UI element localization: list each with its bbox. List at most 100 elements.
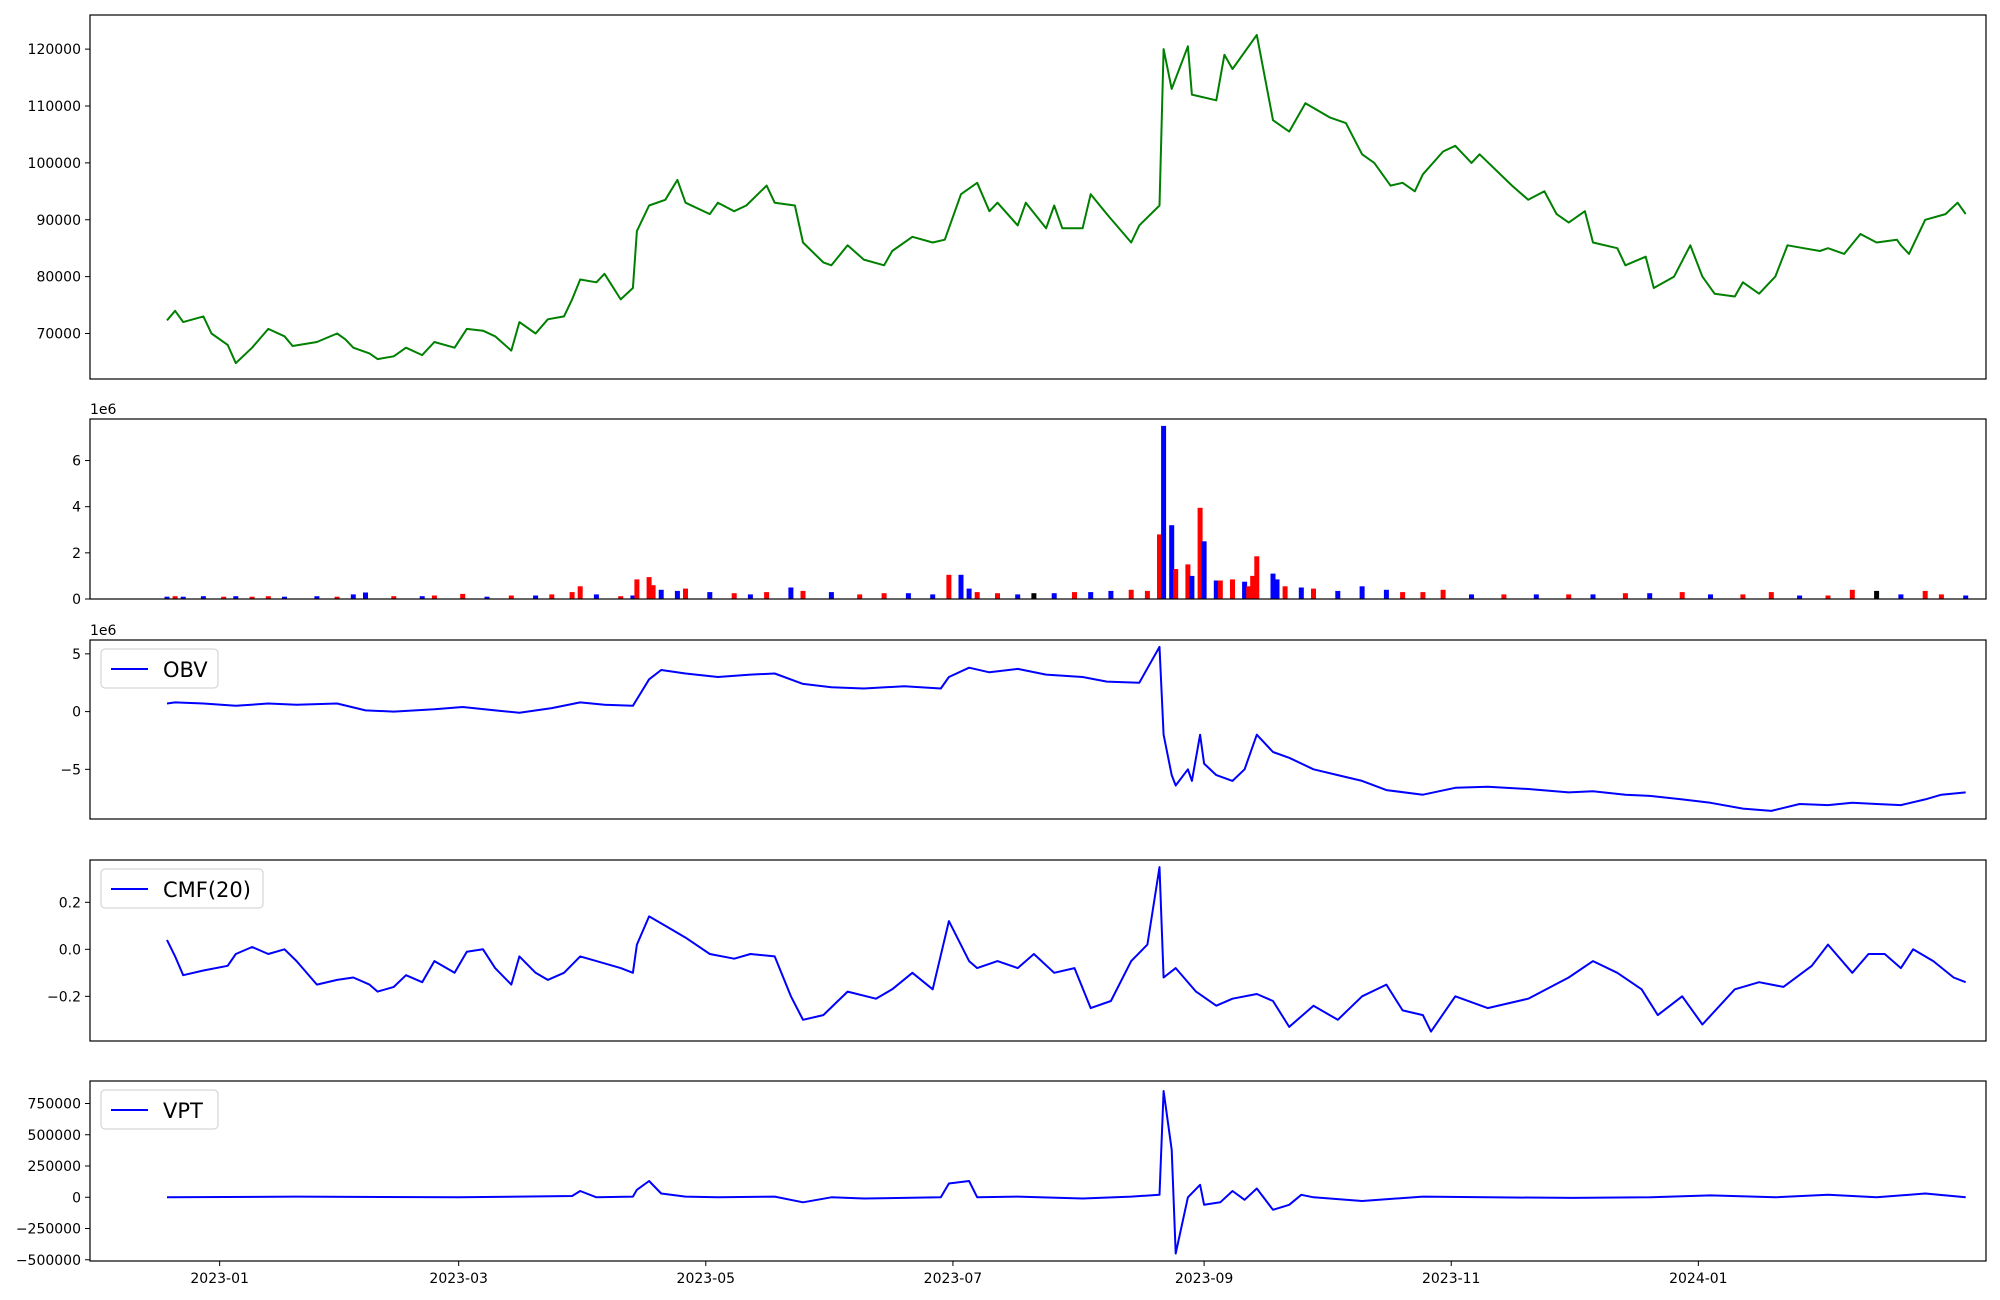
volume-bar [881,593,887,599]
volume-bar [1647,593,1653,599]
series-line-vpt [166,1090,1966,1255]
volume-bar [747,594,753,599]
panel-vpt: −500000 −250000 0 250000 500000 750000 VPT 2023… [16,1080,1987,1287]
volume-bar [800,590,806,599]
volume-bar [1898,594,1904,599]
x-tick-label: 2023-09 [1175,1271,1234,1287]
volume-bar [180,596,186,599]
volume-bar [930,594,936,599]
y-tick-label: 250000 [28,1159,81,1175]
volume-bar [1230,579,1235,599]
volume-bar [221,596,227,599]
volume-bar [764,592,770,599]
volume-bar [419,596,425,599]
volume-bar [1566,594,1572,599]
legend-box [100,868,264,909]
volume-bar [1874,590,1880,599]
volume-bar [1400,592,1406,599]
volume-bar [265,596,271,599]
volume-bar [460,593,466,599]
volume-bar [508,595,514,599]
y-tick-label: 6 [72,454,81,470]
volume-bar [788,587,794,599]
y-tick-label: 90000 [36,213,81,229]
volume-bar [646,577,652,599]
y-tick-label: 750000 [28,1097,81,1113]
volume-bar [249,596,255,599]
volume-bar [1679,592,1685,599]
volume-bar [1213,580,1219,599]
volume-bar [1501,594,1507,599]
volume-bar [958,574,964,599]
volume-bar [658,589,664,599]
volume-bar [1590,594,1596,599]
volume-bar [1128,589,1134,599]
axis-offset-label: 1e6 [90,402,117,418]
volume-bar [1622,593,1628,599]
volume-bar [1274,579,1280,599]
y-tick-label: −250000 [16,1222,81,1238]
volume-bar [549,594,555,599]
volume-bar [577,586,583,599]
volume-bar [593,594,599,599]
volume-bar [618,596,624,599]
volume-bar [1533,594,1539,599]
volume-bar [1254,556,1260,599]
volume-bar [650,585,656,599]
volume-bar [995,593,1000,599]
volume-bar [634,579,640,599]
volume-bar [1157,534,1162,599]
volume-bar [905,593,911,599]
volume-bar [683,588,688,599]
volume-bar [172,596,178,599]
volume-bar [1173,569,1179,599]
volume-bar [828,592,834,599]
panel-cmf: −0.2 0.0 0.2 CMF(20) [47,859,1987,1042]
volume-bar [966,588,972,599]
volume-bar [630,595,636,599]
volume-bar [1420,592,1426,599]
legend-label: OBV [163,658,208,682]
x-tick-label: 2023-03 [429,1271,488,1287]
panel-price: 70000 80000 90000 100000 110000 120000 [28,14,1987,380]
volume-bar [1250,575,1256,599]
series-line-price [166,33,1967,365]
y-tick-label: 0 [72,1190,81,1206]
panel-obv: −5 0 5 1e6 OBV [60,623,1987,820]
volume-bar [1708,594,1713,599]
y-tick-label: 4 [72,500,81,516]
y-tick-label: 80000 [36,270,81,286]
volume-bar [1922,590,1928,599]
volume-bar [1963,595,1969,599]
volume-bar [1335,590,1341,599]
axis-offset-label: 1e6 [90,623,117,639]
y-tick-label: 120000 [28,42,81,58]
legend-box [100,648,219,689]
series-line-cmf [166,866,1967,1033]
volume-bar [1161,425,1167,599]
volume-bar [233,596,239,599]
volume-bar [857,594,863,599]
volume-bar [334,596,340,599]
volume-bar [1051,593,1057,599]
volume-bar [1189,575,1195,599]
volume-bar [533,595,539,599]
volume-bar [1768,592,1774,599]
volume-bar [363,592,368,599]
legend-box [100,1089,219,1130]
x-tick-label: 2023-11 [1422,1271,1481,1287]
y-tick-label: 500000 [28,1128,81,1144]
y-tick-label: 70000 [36,327,81,343]
volume-bar [1246,586,1252,599]
y-tick-label: 0.2 [59,895,81,911]
y-tick-label: 110000 [28,99,81,115]
volume-bar [1740,594,1746,599]
x-tick-label: 2023-07 [924,1271,983,1287]
volume-bar [1311,588,1316,599]
volume-bar [484,596,490,599]
volume-bar [1797,595,1803,599]
volume-bar [1201,541,1207,599]
volume-bar [391,596,397,599]
y-tick-label: 0 [72,592,81,608]
